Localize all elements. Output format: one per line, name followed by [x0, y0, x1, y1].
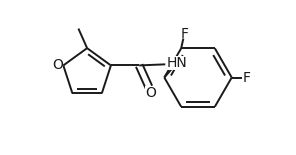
Text: O: O: [52, 58, 63, 72]
Text: F: F: [242, 71, 250, 84]
Text: HN: HN: [166, 56, 187, 70]
Text: O: O: [145, 86, 156, 100]
Text: F: F: [181, 27, 189, 41]
